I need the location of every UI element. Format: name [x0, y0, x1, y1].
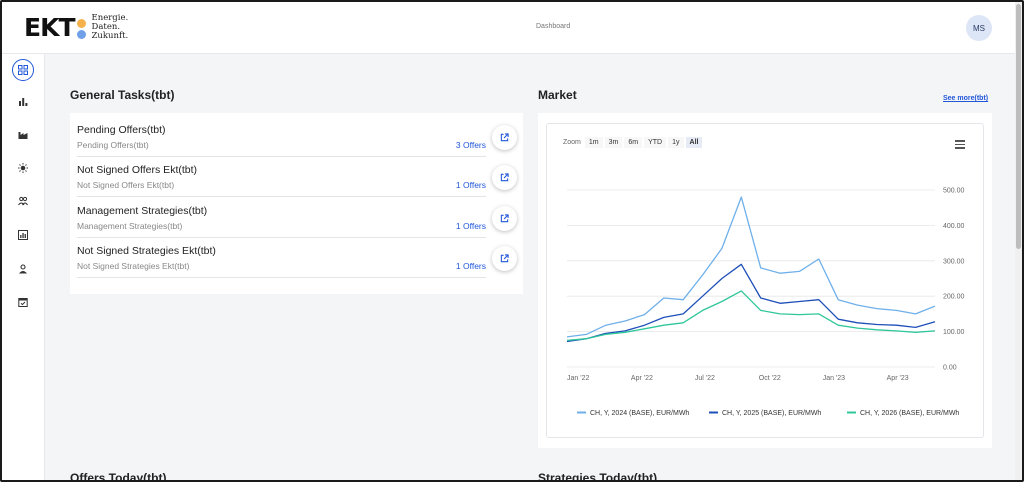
- zoom-label: Zoom: [563, 139, 581, 146]
- factory-icon: [18, 132, 28, 139]
- task-row: Not Signed Strategies Ekt(tbt) Not Signe…: [77, 245, 486, 278]
- logo-dots-icon: [76, 17, 87, 39]
- sidebar-item-reports[interactable]: [12, 224, 34, 246]
- series-line: [566, 196, 936, 338]
- range-button-1m[interactable]: 1m: [584, 137, 603, 148]
- logo-wordmark: EKT: [24, 13, 76, 42]
- zoom-range-selector: Zoom 1m 3m 6m YTD 1y All: [563, 137, 704, 148]
- task-count: 1 Offers: [455, 180, 486, 190]
- market-title: Market: [538, 88, 577, 102]
- offers-today-title: Offers Today(tbt): [70, 471, 167, 482]
- sidebar: [2, 54, 45, 480]
- top-bar: EKT Energie. Daten. Zukunft. Dashboard M…: [2, 2, 1022, 54]
- sidebar-item-profile[interactable]: [12, 258, 34, 280]
- market-chart: 0.00 100.00 200.00 300.00 400.00 500.00 Jan '2…: [546, 123, 984, 438]
- range-button-1y[interactable]: 1y: [668, 137, 684, 148]
- dashboard-grid-icon: [18, 65, 28, 75]
- x-tick-label: Jan '23: [823, 375, 845, 382]
- task-row: Management Strategies(tbt) Management St…: [77, 205, 486, 238]
- task-count: 1 Offers: [455, 261, 486, 271]
- logo-tagline-line: Energie.: [91, 13, 129, 23]
- series-line: [566, 263, 936, 343]
- y-tick-label: 0.00: [943, 365, 957, 372]
- scrollbar-thumb[interactable]: [1016, 4, 1021, 249]
- general-tasks-card: Pending Offers(tbt) Pending Offers(tbt) …: [70, 113, 523, 294]
- range-button-6m[interactable]: 6m: [624, 137, 643, 148]
- external-link-icon: [500, 254, 509, 263]
- task-title: Not Signed Strategies Ekt(tbt): [77, 245, 216, 257]
- task-subtitle: Management Strategies(tbt): [77, 221, 183, 231]
- legend-entry: CH, Y, 2024 (BASE), EUR/MWh: [590, 410, 689, 417]
- user-icon: [19, 264, 27, 274]
- open-task-button[interactable]: [492, 246, 517, 271]
- legend-entry: CH, Y, 2025 (BASE), EUR/MWh: [722, 410, 821, 417]
- task-count: 1 Offers: [455, 221, 486, 231]
- page-title: Dashboard: [536, 23, 571, 30]
- external-link-icon: [500, 214, 509, 223]
- market-card: 0.00 100.00 200.00 300.00 400.00 500.00 Jan '2…: [538, 113, 992, 448]
- task-subtitle: Not Signed Offers Ekt(tbt): [77, 180, 175, 190]
- x-tick-label: Jan '22: [567, 375, 589, 382]
- task-subtitle: Not Signed Strategies Ekt(tbt): [77, 261, 190, 271]
- sidebar-item-dashboard[interactable]: [12, 59, 34, 81]
- market-chart-canvas: 0.00 100.00 200.00 300.00 400.00 500.00 Jan '2…: [566, 188, 965, 417]
- open-task-button[interactable]: [492, 165, 517, 190]
- users-icon: [18, 196, 28, 206]
- open-task-button[interactable]: [492, 125, 517, 150]
- user-avatar[interactable]: MS: [966, 15, 992, 41]
- logo-tagline-line: Zukunft.: [91, 31, 129, 41]
- legend-entry: CH, Y, 2026 (BASE), EUR/MWh: [860, 410, 959, 417]
- task-row: Not Signed Offers Ekt(tbt) Not Signed Of…: [77, 164, 486, 197]
- logo-tagline-line: Daten.: [91, 22, 121, 32]
- y-tick-label: 500.00: [943, 188, 965, 195]
- ekt-logo[interactable]: EKT Energie. Daten. Zukunft.: [24, 14, 128, 41]
- external-link-icon: [500, 173, 509, 182]
- y-tick-label: 100.00: [943, 329, 965, 336]
- task-row: Pending Offers(tbt) Pending Offers(tbt) …: [77, 124, 486, 157]
- external-link-icon: [500, 133, 509, 142]
- range-button-all[interactable]: All: [685, 137, 703, 148]
- range-button-ytd[interactable]: YTD: [644, 137, 667, 148]
- open-task-button[interactable]: [492, 206, 517, 231]
- x-tick-label: Apr '22: [631, 375, 653, 382]
- page-scrollbar[interactable]: [1015, 2, 1022, 480]
- y-tick-label: 300.00: [943, 258, 965, 265]
- sidebar-item-production[interactable]: [12, 124, 34, 146]
- sidebar-item-solar[interactable]: [12, 157, 34, 179]
- task-title: Pending Offers(tbt): [77, 124, 166, 136]
- task-subtitle: Pending Offers(tbt): [77, 140, 149, 150]
- range-button-3m[interactable]: 3m: [604, 137, 623, 148]
- task-count: 3 Offers: [455, 140, 486, 150]
- calendar-icon: [18, 298, 28, 307]
- task-title: Not Signed Offers Ekt(tbt): [77, 164, 198, 176]
- x-tick-label: Jul '22: [695, 375, 715, 382]
- strategies-today-title: Strategies Today(tbt): [538, 471, 658, 482]
- bar-chart-icon: [19, 98, 28, 106]
- see-more-link[interactable]: See more(tbt): [943, 95, 989, 102]
- y-tick-label: 400.00: [943, 223, 965, 230]
- x-tick-label: Apr '23: [887, 375, 909, 382]
- logo-tagline: Energie. Daten. Zukunft.: [92, 14, 129, 41]
- task-title: Management Strategies(tbt): [77, 205, 208, 217]
- general-tasks-title: General Tasks(tbt): [70, 88, 175, 102]
- sun-icon: [18, 163, 28, 173]
- sidebar-item-customers[interactable]: [12, 190, 34, 212]
- report-icon: [18, 230, 28, 240]
- x-tick-label: Oct '22: [759, 375, 781, 382]
- sidebar-item-calendar[interactable]: [12, 291, 34, 313]
- y-tick-label: 200.00: [943, 294, 965, 301]
- series-line: [566, 290, 936, 342]
- sidebar-item-market[interactable]: [12, 91, 34, 113]
- chart-menu-icon[interactable]: [955, 140, 965, 149]
